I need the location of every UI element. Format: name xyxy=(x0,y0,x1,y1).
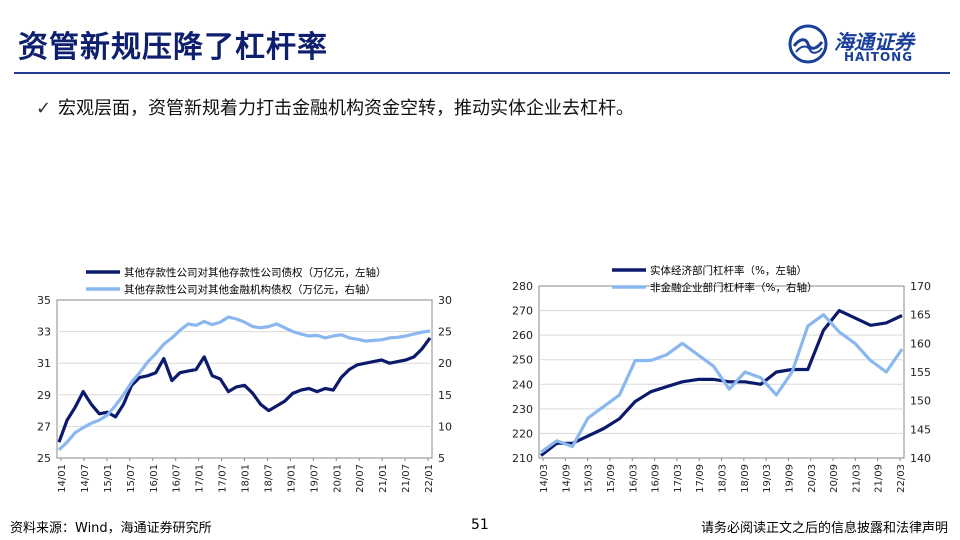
bullet-point: ✓ 宏观层面，资管新规着力打击金融机构资金空转，推动实体企业去杠杆。 xyxy=(36,94,634,120)
left-axis-tick-label: 220 xyxy=(512,427,533,440)
x-axis-tick-label: 18/09 xyxy=(740,464,751,493)
left-axis-tick-label: 230 xyxy=(512,403,533,416)
right-axis-tick-label: 25 xyxy=(438,326,452,339)
x-axis-tick-label: 19/09 xyxy=(784,464,795,493)
right-axis-tick-label: 145 xyxy=(910,423,931,436)
page-title: 资管新规压降了杠杆率 xyxy=(18,30,328,65)
x-axis-tick-label: 14/01 xyxy=(57,464,68,493)
x-axis-tick-label: 21/01 xyxy=(378,464,389,493)
x-axis-tick-label: 21/03 xyxy=(851,464,862,493)
right-axis-tick-label: 20 xyxy=(438,357,452,370)
x-axis-tick-label: 22/03 xyxy=(896,464,907,493)
left-axis-tick-label: 210 xyxy=(512,452,533,465)
x-axis-tick-label: 16/03 xyxy=(628,464,639,493)
right-axis-tick-label: 155 xyxy=(910,366,931,379)
x-axis-tick-label: 14/09 xyxy=(561,464,572,493)
series-line-2 xyxy=(540,313,904,454)
checkmark-icon: ✓ xyxy=(36,98,52,119)
x-axis-tick-label: 14/07 xyxy=(80,464,91,493)
x-axis-tick-label: 20/07 xyxy=(355,464,366,493)
chart-leverage-ratio: 210 220 230 240 250 260 270 280 140 145 150 155 160 1… xyxy=(512,264,931,493)
series-line-1 xyxy=(540,308,903,457)
disclaimer: 请务必阅读正文之后的信息披露和法律声明 xyxy=(700,521,948,536)
company-logo: 海通证券 HAITONG xyxy=(788,22,948,66)
bullet-text: 宏观层面，资管新规着力打击金融机构资金空转，推动实体企业去杠杆。 xyxy=(58,98,634,119)
x-axis-tick-label: 22/01 xyxy=(424,464,435,493)
page-number: 51 xyxy=(471,517,489,533)
source-note: 资料来源：Wind，海通证券研究所 xyxy=(10,521,212,536)
x-axis-tick-label: 17/09 xyxy=(695,464,706,493)
x-axis-tick-label: 17/03 xyxy=(673,464,684,493)
x-axis-tick-label: 15/07 xyxy=(126,464,137,493)
haitong-logo-icon xyxy=(788,24,828,64)
logo-cn-text: 海通证券 xyxy=(834,30,914,54)
left-axis-tick-label: 35 xyxy=(37,294,51,307)
right-axis-tick-label: 10 xyxy=(438,420,452,433)
right-axis-tick-label: 170 xyxy=(910,280,931,293)
x-axis-tick-label: 16/01 xyxy=(149,464,160,493)
x-axis-tick-label: 20/09 xyxy=(829,464,840,493)
left-axis-tick-label: 260 xyxy=(512,329,533,342)
right-axis-tick-label: 150 xyxy=(910,395,931,408)
x-axis-tick-label: 15/03 xyxy=(584,464,595,493)
right-axis-tick-label: 140 xyxy=(910,452,931,465)
x-axis-tick-label: 21/09 xyxy=(874,464,885,493)
right-axis-tick-label: 5 xyxy=(438,452,445,465)
title-divider xyxy=(14,72,950,74)
x-axis-tick-label: 20/03 xyxy=(807,464,818,493)
legend-label-1: 实体经济部门杠杆率（%，左轴） xyxy=(650,264,807,277)
x-axis-tick-label: 18/07 xyxy=(263,464,274,493)
logo-en-text: HAITONG xyxy=(844,50,914,64)
chart-interbank-claims: 25 27 29 31 33 35 5 10 15 20 25 30 14/01 14/07 15/01 15… xyxy=(37,266,452,493)
left-axis-tick-label: 33 xyxy=(37,326,51,339)
x-axis-tick-label: 15/09 xyxy=(606,464,617,493)
right-axis-tick-label: 30 xyxy=(438,294,452,307)
series-line-2 xyxy=(57,315,431,451)
x-axis-tick-label: 21/07 xyxy=(401,464,412,493)
legend-label-2: 其他存款性公司对其他金融机构债权（万亿元，右轴） xyxy=(124,283,376,296)
left-axis-tick-label: 31 xyxy=(37,357,51,370)
left-axis-tick-label: 270 xyxy=(512,305,533,318)
x-axis-tick-label: 15/01 xyxy=(103,464,114,493)
x-axis-tick-label: 17/01 xyxy=(195,464,206,493)
left-axis-tick-label: 25 xyxy=(37,452,51,465)
legend-label-2: 非金融企业部门杠杆率（%，右轴） xyxy=(650,281,817,294)
x-axis-tick-label: 19/01 xyxy=(286,464,297,493)
x-axis-tick-label: 16/07 xyxy=(172,464,183,493)
right-axis-tick-label: 15 xyxy=(438,389,452,402)
left-axis-tick-label: 240 xyxy=(512,378,533,391)
x-axis-tick-label: 14/03 xyxy=(539,464,550,493)
left-axis-tick-label: 27 xyxy=(37,420,51,433)
left-axis-tick-label: 29 xyxy=(37,389,51,402)
left-axis-tick-label: 280 xyxy=(512,280,533,293)
x-axis-tick-label: 19/03 xyxy=(762,464,773,493)
right-axis-tick-label: 160 xyxy=(910,337,931,350)
series-line-1 xyxy=(57,336,432,443)
x-axis-tick-label: 17/07 xyxy=(218,464,229,493)
right-axis-tick-label: 165 xyxy=(910,309,931,322)
x-axis-tick-label: 18/03 xyxy=(718,464,729,493)
x-axis-tick-label: 19/07 xyxy=(309,464,320,493)
left-axis-tick-label: 250 xyxy=(512,354,533,367)
x-axis-tick-label: 18/01 xyxy=(241,464,252,493)
x-axis-tick-label: 20/01 xyxy=(332,464,343,493)
legend-label-1: 其他存款性公司对其他存款性公司债权（万亿元，左轴） xyxy=(124,266,387,279)
x-axis-tick-label: 16/09 xyxy=(651,464,662,493)
